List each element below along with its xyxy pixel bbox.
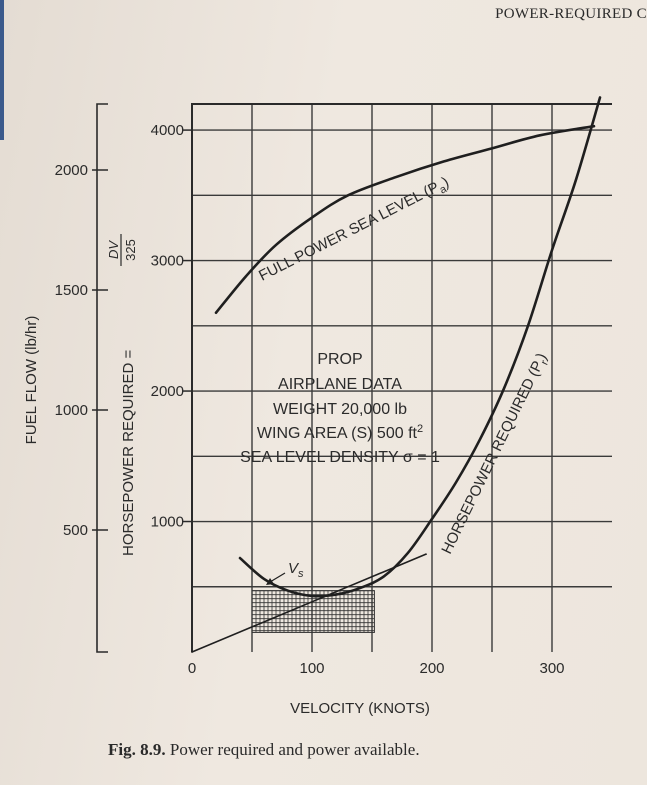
fuel-flow-tick-label: 1000: [55, 402, 88, 419]
power-available-curve: [214, 124, 596, 315]
tangent-line-endpoint: [191, 651, 193, 653]
y-tick-label: 2000: [151, 383, 184, 400]
vs-label: Vs: [288, 560, 304, 580]
power-available-label-sub: a: [438, 183, 450, 197]
y-axis-label-fraction: DV 325: [106, 234, 138, 266]
airplane-data-superscript: 2: [417, 423, 423, 435]
power-required-label: HORSEPOWER REQUIRED (Pr): [438, 350, 553, 558]
airplane-data-line: WEIGHT 20,000 lb: [273, 401, 407, 418]
plot-frame: [191, 103, 612, 652]
chart-grid: [192, 104, 612, 652]
vs-label-text: V: [288, 560, 300, 577]
tangent-line-endpoint: [425, 553, 427, 555]
fuel-flow-axis: [96, 103, 108, 653]
x-tick-label: 300: [539, 660, 564, 677]
power-required-label-sub: r: [539, 358, 552, 367]
tangent-line: [191, 553, 427, 653]
chart-axes: 0 100 200 300 VELOCITY (KNOTS) 1000 2000 3000 40…: [23, 103, 612, 717]
fuel-flow-axis-label: FUEL FLOW (lb/hr): [23, 316, 40, 445]
x-tick-label: 200: [419, 660, 444, 677]
power-required-label-close: ): [533, 350, 550, 362]
power-available-label: FULL POWER SEA LEVEL (Pa): [256, 174, 453, 288]
airplane-data-line: PROP: [317, 351, 362, 368]
figure-caption: Fig. 8.9. Power required and power avail…: [108, 740, 420, 760]
airplane-data-text: WING AREA (S) 500 ft: [257, 425, 418, 442]
vs-leader: [269, 572, 286, 583]
x-tick-label: 100: [299, 660, 324, 677]
figure-caption-text: Power required and power available.: [169, 740, 420, 759]
y-axis-label-denominator: 325: [123, 239, 138, 261]
y-tick-label: 1000: [151, 514, 184, 531]
fuel-flow-tick-label: 1500: [55, 282, 88, 299]
figure-number: Fig. 8.9.: [108, 740, 166, 759]
vs-label-sub: s: [298, 568, 304, 580]
running-head: POWER-REQUIRED C: [495, 6, 647, 22]
vs-arrowhead: [266, 578, 274, 585]
power-required-curve: [238, 96, 602, 598]
photo-edge: [0, 0, 4, 140]
x-tick-label: 0: [188, 660, 196, 677]
airplane-data-line: SEA LEVEL DENSITY σ = 1: [240, 449, 440, 466]
fuel-flow-tick-label: 500: [63, 522, 88, 539]
airplane-data-line: WING AREA (S) 500 ft2: [257, 423, 423, 442]
airplane-data-line: AIRPLANE DATA: [278, 376, 402, 393]
y-tick-label: 3000: [151, 253, 184, 270]
y-axis-label-numerator: DV: [106, 240, 121, 259]
y-tick-label: 4000: [151, 122, 184, 139]
x-axis-label: VELOCITY (KNOTS): [290, 700, 430, 717]
chart-curves: [191, 96, 602, 653]
fuel-flow-tick-label: 2000: [55, 162, 88, 179]
y-axis-label: HORSEPOWER REQUIRED =: [120, 349, 137, 556]
